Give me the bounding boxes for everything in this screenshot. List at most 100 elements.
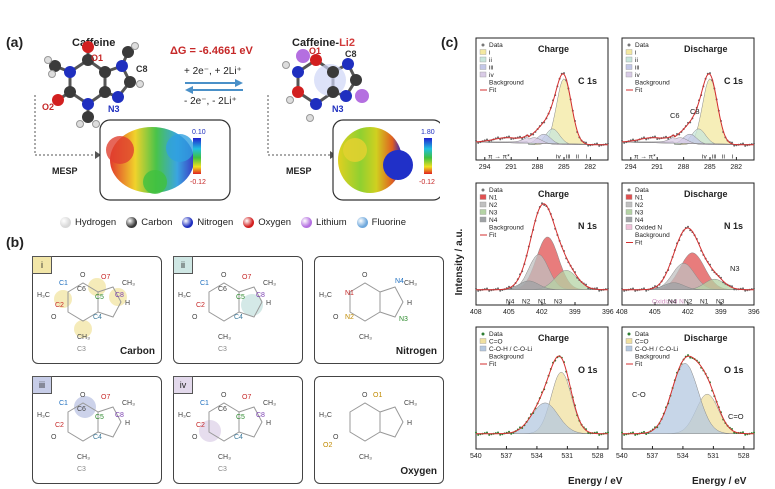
label-c6: C6 [77, 406, 86, 413]
group-h3c: H₃C [37, 292, 50, 299]
x-tick-label: 408 [470, 309, 482, 316]
legend-dot [627, 332, 631, 336]
x-tick-label: 294 [479, 164, 491, 171]
xps-panel-6 [621, 326, 755, 450]
group-ch3-top: CH₃ [122, 400, 135, 407]
data-point [607, 142, 609, 145]
data-point [645, 138, 648, 141]
reaction-forward: + 2e⁻, + 2Li⁺ [184, 66, 242, 77]
label-n2: N2 [345, 314, 354, 321]
annotation-label: C8 [690, 107, 700, 116]
legend-swatch [479, 201, 487, 208]
legend-item-hydrogen: Hydrogen [60, 217, 116, 228]
legend-swatch [625, 209, 633, 215]
data-point [654, 135, 656, 138]
legend-label: Fit [635, 240, 642, 247]
mesp-label-right: MESP [286, 166, 312, 176]
highlight-circle [88, 278, 106, 296]
data-point [488, 433, 491, 436]
legend-swatch [479, 49, 487, 55]
data-point [656, 138, 659, 140]
label-c8: C8 [136, 64, 148, 74]
legend-swatch [625, 64, 633, 70]
spectrum-element: C 1s [724, 76, 743, 86]
legend-label: N4 [489, 217, 498, 224]
panel-c-label: (c) [441, 34, 459, 50]
data-point [598, 433, 601, 436]
group-ch3-top: CH₃ [404, 280, 417, 287]
data-point [753, 431, 755, 434]
structure-box-5: iv O O H₃C CH₃ CH₃ H C1 C2 C4 C5 C6 C8 C3 O7 [173, 376, 303, 484]
fit-line [476, 355, 608, 435]
legend-label: N3 [489, 210, 498, 217]
x-tick-label: 285 [704, 164, 716, 171]
li2-label-c8: C8 [345, 49, 357, 59]
spectrum-title: Charge [538, 189, 569, 199]
legend-swatch [625, 71, 633, 78]
group-h3c: H₃C [319, 412, 332, 419]
panel-a-label: (a) [6, 34, 24, 50]
label-o1: O1 [91, 53, 103, 63]
legend-label: iii [635, 65, 639, 72]
structure-tag: ii [173, 256, 193, 274]
data-point [665, 135, 667, 138]
label-c1: C1 [200, 400, 209, 407]
caffeine-skeleton: O O H₃C CH₃ CH₃ H N1 N2 N4 N3 [319, 272, 417, 341]
peak-label: i [732, 154, 733, 161]
x-tick-label: 528 [592, 453, 604, 460]
legend-label: Data [635, 331, 649, 338]
x-tick-label: 399 [715, 309, 727, 316]
legend-label: C-O-H / C-O-Li [489, 346, 532, 353]
data-point [645, 289, 648, 292]
legend-label: Lithium [316, 217, 347, 228]
x-tick-label: 537 [500, 453, 512, 460]
data-point [742, 287, 744, 290]
peak-label: π → π* [634, 154, 656, 161]
data-point [486, 431, 488, 434]
label-c3: C3 [77, 466, 86, 473]
group-h3c: H₃C [178, 292, 191, 299]
fit-line [622, 355, 754, 435]
label-c1: C1 [59, 400, 68, 407]
group-h3c: H₃C [178, 412, 191, 419]
legend-label: Data [635, 187, 649, 194]
annotation-label: C=O [728, 412, 744, 421]
spectrum-element: O 1s [578, 365, 598, 375]
spectrum-element: C 1s [578, 76, 597, 86]
structure-caption: Oxygen [400, 466, 437, 477]
peak-label: N2 [522, 299, 531, 306]
data-point [623, 141, 626, 144]
label-c6: C6 [77, 286, 86, 293]
label-c1: C1 [59, 280, 68, 287]
data-point [519, 135, 521, 138]
data-point [488, 140, 491, 143]
peak-label: iv [702, 154, 707, 161]
x-tick-label: 402 [682, 309, 694, 316]
label-c8: C8 [256, 292, 265, 299]
atom-o-left: O [51, 434, 57, 441]
data-point [632, 138, 634, 141]
plot-frame [621, 37, 755, 161]
data-point [508, 430, 510, 433]
legend-label: iv [489, 72, 494, 79]
data-point [587, 144, 590, 147]
delta-g: ΔG = -6.4661 eV [170, 45, 253, 57]
legend-label: N4 [635, 217, 644, 224]
xps-panel-5 [475, 326, 609, 450]
peak-label: π → π* [488, 154, 510, 161]
scale-left-max: 0.10 [192, 129, 206, 136]
data-point [733, 144, 736, 147]
legend-swatch [625, 216, 633, 223]
legend-swatch [479, 345, 487, 352]
legend-label: Background [489, 80, 524, 87]
peak-label: N4 [668, 299, 677, 306]
legend-label: Background [635, 80, 670, 87]
legend-swatch [625, 224, 633, 230]
legend-item-nitrogen: Nitrogen [182, 217, 233, 228]
label-o7: O7 [101, 394, 110, 401]
structure-box-2: ii O O H₃C CH₃ CH₃ H C1 C2 C4 C5 C6 C8 C3 O7 [173, 256, 303, 364]
legend-swatch [625, 56, 633, 63]
data-point [634, 140, 637, 143]
x-tick-label: 540 [616, 453, 628, 460]
peak-label: iii [566, 154, 570, 161]
